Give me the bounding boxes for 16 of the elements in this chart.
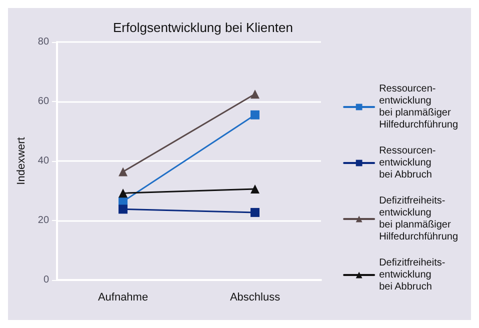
- legend-label: Defizitfreiheits- entwicklung bei planmäßiger Hilfedurchführung: [379, 196, 458, 242]
- x-tick-label: Aufnahme: [98, 292, 148, 304]
- y-tick-label: 80: [38, 36, 50, 48]
- y-tick-label: 0: [43, 274, 50, 286]
- point: [118, 204, 128, 214]
- chart-title: Erfolgsentwicklung bei Klienten: [113, 20, 293, 35]
- y-tick-label: 20: [38, 215, 50, 226]
- x-tick-label: Abschluss: [230, 292, 281, 304]
- y-axis-title: Indexwert: [16, 137, 28, 185]
- y-tick-label: 40: [38, 156, 50, 166]
- y-tick-label: 60: [38, 96, 50, 107]
- legend-label: Ressourcen- entwicklung bei Abbruch: [379, 146, 436, 180]
- legend-label: Defizitfreiheits- entwicklung bei Abbruch: [379, 258, 446, 292]
- legend-label: Ressourcen- entwicklung bei planmäßiger Hilfedurchführung: [379, 84, 458, 130]
- point: [250, 208, 260, 217]
- point: [250, 110, 260, 120]
